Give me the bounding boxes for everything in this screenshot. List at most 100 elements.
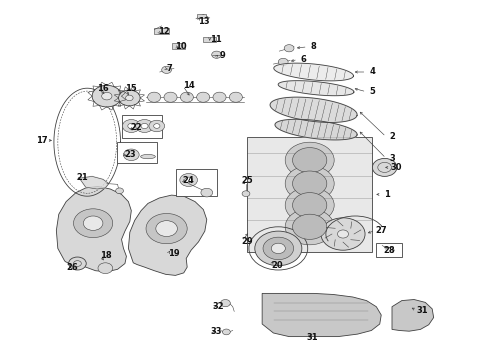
Circle shape <box>69 257 86 270</box>
Circle shape <box>263 237 294 260</box>
Circle shape <box>92 85 122 107</box>
Text: 21: 21 <box>76 173 88 181</box>
Text: 30: 30 <box>390 163 402 172</box>
Text: 10: 10 <box>175 42 187 51</box>
Text: 23: 23 <box>124 150 136 159</box>
Polygon shape <box>274 63 353 81</box>
Text: 31: 31 <box>416 306 428 315</box>
Circle shape <box>154 124 160 128</box>
Circle shape <box>74 209 113 238</box>
Circle shape <box>255 231 302 266</box>
Text: 7: 7 <box>166 64 172 73</box>
Circle shape <box>156 221 177 237</box>
Ellipse shape <box>164 92 177 102</box>
Circle shape <box>102 93 112 100</box>
Circle shape <box>271 243 285 253</box>
Circle shape <box>293 148 327 173</box>
Circle shape <box>125 95 133 101</box>
Circle shape <box>98 263 113 274</box>
Text: 3: 3 <box>389 154 395 163</box>
Polygon shape <box>128 195 207 275</box>
Circle shape <box>220 300 230 307</box>
Circle shape <box>128 123 135 129</box>
Circle shape <box>285 209 334 245</box>
Text: 8: 8 <box>311 42 317 51</box>
Circle shape <box>149 120 165 132</box>
Text: 25: 25 <box>242 176 253 185</box>
Bar <box>247 137 372 252</box>
Circle shape <box>284 45 294 52</box>
Text: 12: 12 <box>158 27 170 36</box>
Ellipse shape <box>141 154 155 159</box>
Circle shape <box>285 187 334 223</box>
Polygon shape <box>275 119 357 140</box>
Circle shape <box>293 171 327 196</box>
Text: 22: 22 <box>130 123 142 132</box>
Circle shape <box>242 191 250 197</box>
Circle shape <box>162 66 172 73</box>
Circle shape <box>285 166 334 202</box>
Text: 13: 13 <box>197 17 209 26</box>
Ellipse shape <box>229 92 243 102</box>
Text: 16: 16 <box>97 84 109 93</box>
Bar <box>176 169 217 196</box>
Circle shape <box>278 58 288 66</box>
Polygon shape <box>270 97 357 122</box>
Circle shape <box>285 142 334 178</box>
Bar <box>172 43 185 49</box>
Circle shape <box>321 218 365 250</box>
Polygon shape <box>79 176 109 189</box>
Bar <box>154 28 169 34</box>
Bar <box>197 14 206 18</box>
Polygon shape <box>278 81 354 96</box>
Bar <box>203 37 216 42</box>
Text: 32: 32 <box>212 302 224 311</box>
Circle shape <box>222 329 230 335</box>
Text: 19: 19 <box>168 249 180 258</box>
Circle shape <box>293 214 327 239</box>
Text: 9: 9 <box>220 51 226 60</box>
Circle shape <box>201 188 213 197</box>
Circle shape <box>180 174 197 186</box>
Circle shape <box>338 230 348 238</box>
Text: 2: 2 <box>389 132 395 141</box>
Text: 14: 14 <box>183 81 195 90</box>
Circle shape <box>122 120 140 132</box>
Text: 31: 31 <box>307 333 318 342</box>
Text: 15: 15 <box>125 84 137 93</box>
Text: 20: 20 <box>271 261 283 270</box>
Circle shape <box>136 120 153 132</box>
Bar <box>117 142 157 163</box>
Text: 5: 5 <box>369 87 375 96</box>
Text: 6: 6 <box>301 55 307 64</box>
Text: 1: 1 <box>384 190 390 199</box>
Polygon shape <box>262 293 381 337</box>
Circle shape <box>293 193 327 218</box>
Text: 27: 27 <box>375 226 387 235</box>
Bar <box>122 115 162 138</box>
Circle shape <box>212 51 221 58</box>
Ellipse shape <box>196 92 210 102</box>
Circle shape <box>83 216 103 230</box>
Text: 18: 18 <box>99 251 111 260</box>
Circle shape <box>119 90 140 106</box>
Text: 17: 17 <box>36 136 48 145</box>
Polygon shape <box>56 186 131 272</box>
Circle shape <box>116 188 123 194</box>
Text: 28: 28 <box>384 246 395 255</box>
Bar <box>376 243 402 257</box>
Circle shape <box>141 123 148 129</box>
Text: 11: 11 <box>210 35 221 44</box>
Circle shape <box>123 149 139 161</box>
Ellipse shape <box>213 92 226 102</box>
Circle shape <box>146 213 187 244</box>
Ellipse shape <box>180 92 194 102</box>
Text: 26: 26 <box>67 263 78 271</box>
Text: 24: 24 <box>183 176 195 185</box>
Ellipse shape <box>147 92 161 102</box>
Circle shape <box>185 177 193 183</box>
Text: 29: 29 <box>242 237 253 246</box>
Polygon shape <box>392 300 434 331</box>
Text: 33: 33 <box>211 327 222 336</box>
Text: 4: 4 <box>369 68 375 77</box>
